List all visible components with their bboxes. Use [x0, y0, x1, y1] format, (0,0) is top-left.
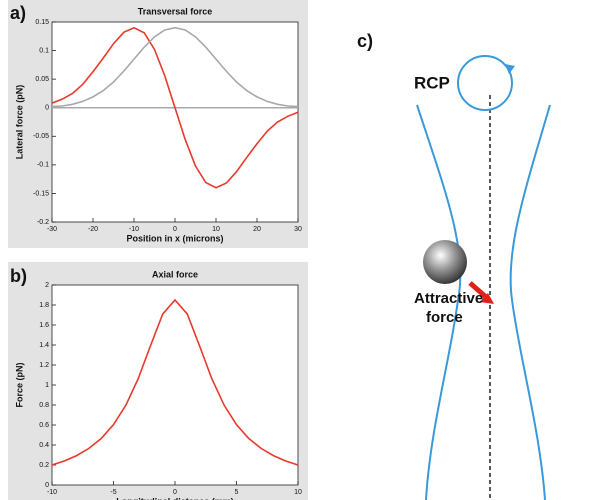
- particle: [423, 240, 467, 284]
- x-tick-label: 5: [235, 489, 239, 496]
- force-arrowhead: [480, 293, 494, 304]
- y-tick-label: -0.2: [37, 219, 49, 226]
- y-axis-label: Force (pN): [14, 362, 24, 407]
- y-tick-label: 0.4: [39, 442, 49, 449]
- force-arrow: [468, 281, 488, 299]
- y-tick-label: 0.8: [39, 402, 49, 409]
- data-line: [51, 26, 299, 189]
- x-tick-label: -30: [47, 226, 57, 233]
- x-tick-label: 10: [294, 489, 302, 496]
- y-tick-label: -0.15: [33, 190, 49, 197]
- polarization-circle: [457, 55, 513, 111]
- panel-label: b): [10, 266, 27, 286]
- x-tick-label: 30: [294, 226, 302, 233]
- data-line: [51, 26, 299, 108]
- polarization-label: RCP: [414, 73, 450, 92]
- x-tick-label: -10: [47, 489, 57, 496]
- x-tick-label: 0: [173, 489, 177, 496]
- x-tick-label: 0: [173, 226, 177, 233]
- x-axis-label: Position in x (microns): [126, 233, 223, 243]
- polarization-arrow: [505, 64, 515, 74]
- data-line: [51, 298, 299, 466]
- y-tick-label: 1.8: [39, 302, 49, 309]
- y-tick-label: 1.6: [39, 322, 49, 329]
- x-tick-label: 10: [212, 226, 220, 233]
- y-tick-label: 1.2: [39, 362, 49, 369]
- y-tick-label: 0.1: [39, 47, 49, 54]
- x-tick-label: -10: [129, 226, 139, 233]
- beam-edge: [416, 104, 462, 500]
- force-label: force: [426, 309, 463, 326]
- beam-edge: [509, 104, 551, 500]
- panel-label: a): [10, 3, 26, 23]
- y-tick-label: 0.2: [39, 462, 49, 469]
- y-tick-label: 0.15: [35, 19, 49, 26]
- x-axis-label: Longitudinal distance (mm): [116, 496, 234, 500]
- y-tick-label: 2: [45, 282, 49, 289]
- y-tick-label: 0: [45, 482, 49, 489]
- y-tick-label: 0.05: [35, 76, 49, 83]
- y-tick-label: -0.05: [33, 133, 49, 140]
- chart-title: Transversal force: [138, 6, 213, 16]
- y-tick-label: 1.4: [39, 342, 49, 349]
- beam-diagram: RCP Attractive force: [414, 55, 551, 500]
- chart-title: Axial force: [152, 269, 198, 279]
- y-tick-label: 1: [45, 382, 49, 389]
- plot-area: [51, 284, 299, 486]
- y-tick-label: 0: [45, 105, 49, 112]
- y-tick-label: -0.1: [37, 162, 49, 169]
- x-tick-label: -20: [88, 226, 98, 233]
- y-tick-label: 0.6: [39, 422, 49, 429]
- x-tick-label: 20: [253, 226, 261, 233]
- x-tick-label: -5: [110, 489, 116, 496]
- force-label: Attractive: [414, 290, 483, 307]
- panel-label: c): [357, 31, 373, 51]
- plot-area: [51, 21, 299, 223]
- y-axis-label: Lateral force (pN): [14, 85, 24, 160]
